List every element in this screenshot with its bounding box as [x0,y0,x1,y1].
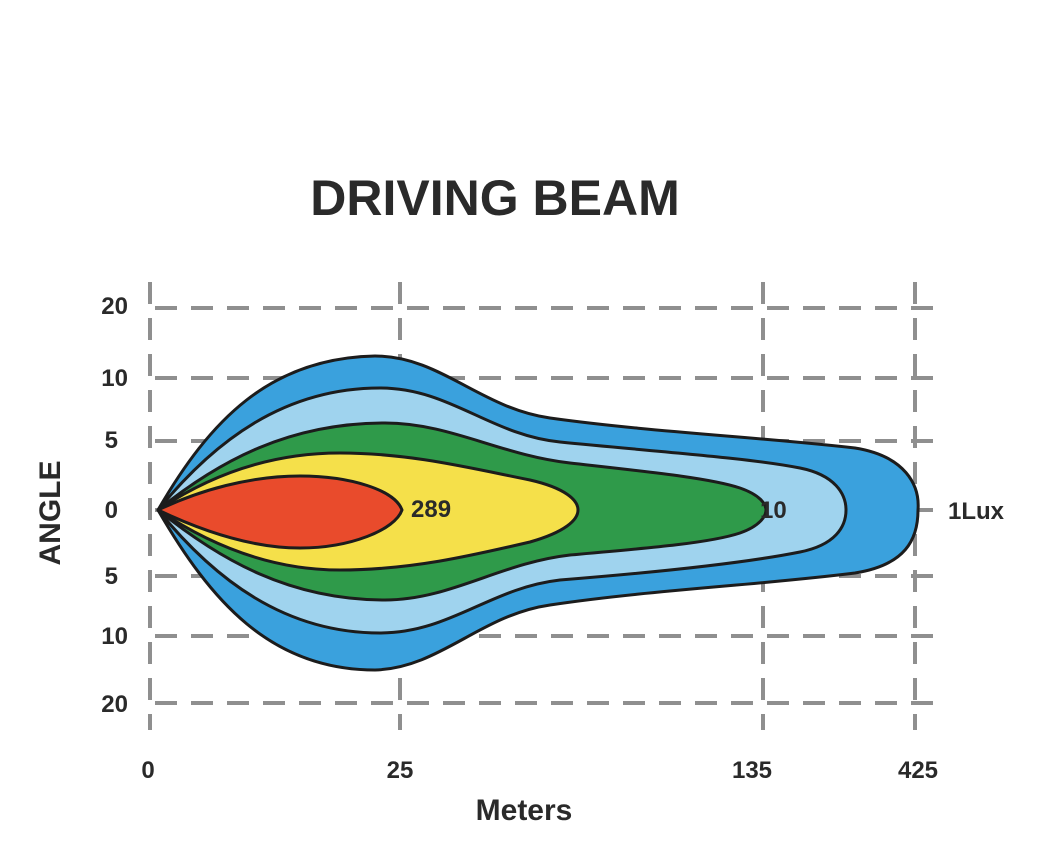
y-tick-label: 5 [105,563,118,590]
chart-title: DRIVING BEAM [310,170,679,226]
x-tick-label: 425 [898,757,938,784]
zone-label-1lux: 1Lux [948,498,1005,525]
y-tick-label: 5 [105,427,118,454]
beam-zones [156,354,920,672]
y-axis-ticks: 20 10 5 0 5 10 20 [101,293,128,718]
y-tick-label: 10 [101,623,128,650]
x-axis-title: Meters [476,794,573,827]
y-tick-label: 0 [105,497,118,524]
x-axis-ticks: 0 25 135 425 [141,757,938,784]
zone-label-289: 289 [411,496,451,523]
zone-label-10: 10 [760,497,787,524]
x-tick-label: 25 [387,757,414,784]
x-tick-label: 0 [141,757,154,784]
y-tick-label: 20 [101,293,128,320]
y-axis-title: ANGLE [34,461,67,566]
zone-289-lux [156,474,404,550]
x-tick-label: 135 [732,757,772,784]
y-tick-label: 10 [101,365,128,392]
y-tick-label: 20 [101,691,128,718]
